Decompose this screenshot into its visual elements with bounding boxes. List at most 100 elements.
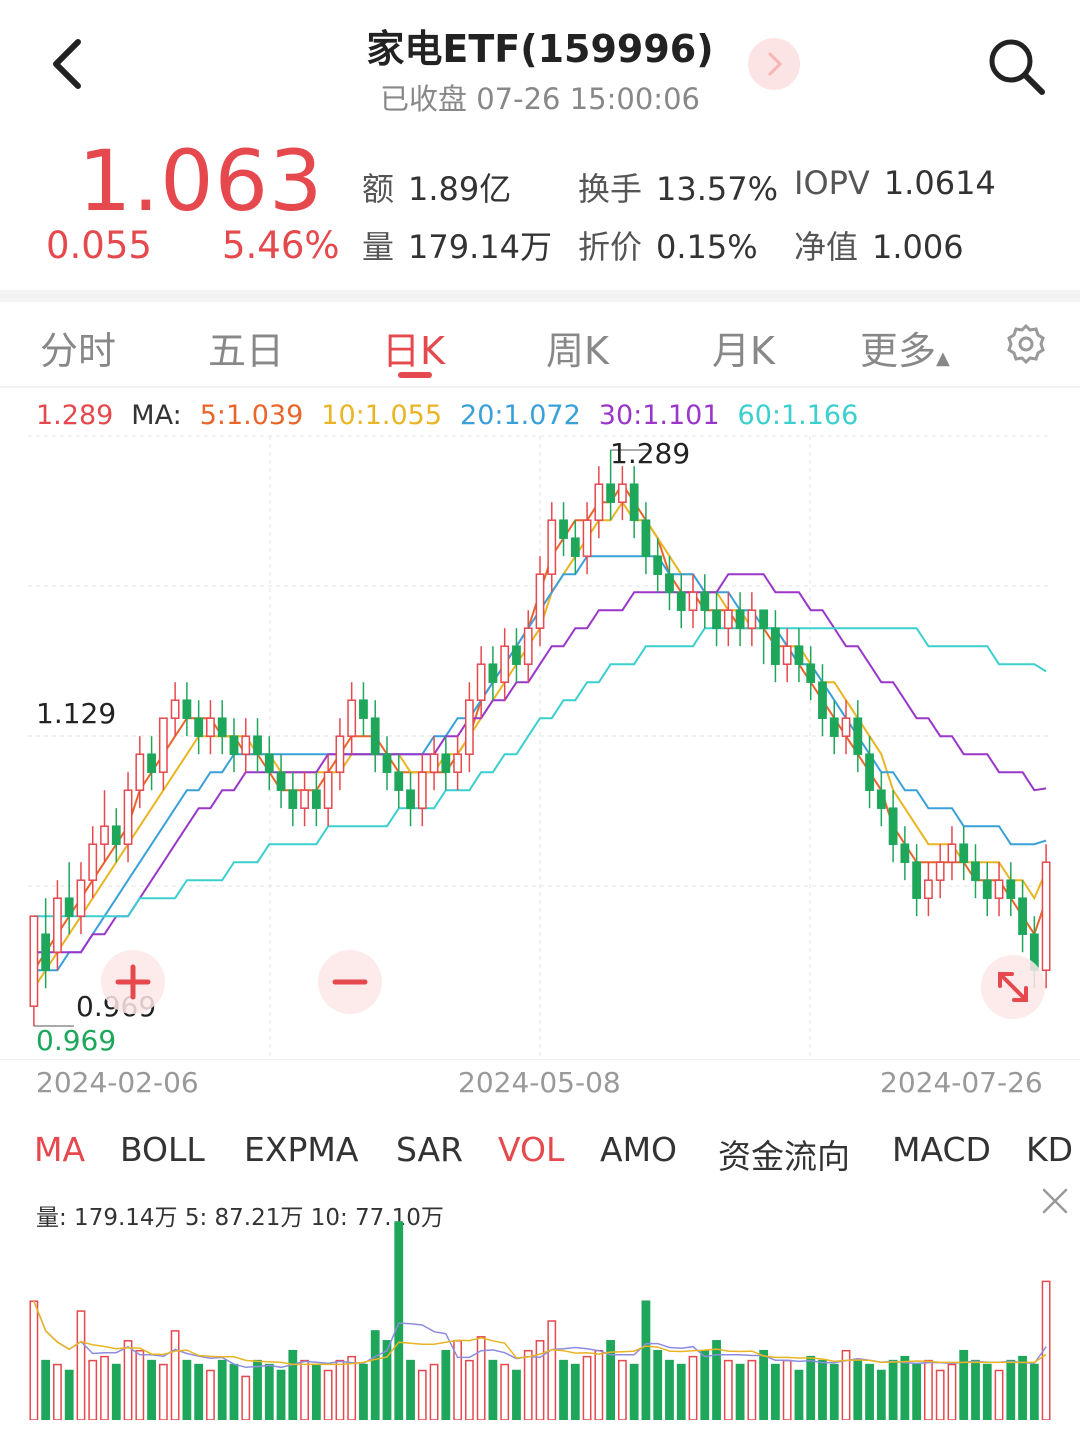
volume-bar: [123, 1340, 133, 1420]
candle: [570, 520, 580, 575]
settings-button[interactable]: [1004, 322, 1048, 366]
candle-body: [476, 663, 486, 701]
candle-body: [665, 573, 674, 593]
candle-body: [311, 789, 321, 809]
candle-body: [441, 753, 451, 773]
candle: [700, 574, 710, 629]
close-icon: [1042, 1188, 1068, 1214]
tab-more[interactable]: 更多▲: [860, 329, 950, 373]
candle: [194, 700, 204, 755]
volume-bar: [771, 1363, 780, 1420]
candle: [441, 736, 451, 791]
candle: [876, 772, 886, 827]
candle: [359, 682, 368, 737]
candle: [617, 466, 627, 521]
candle-body: [570, 537, 580, 557]
indicator-expma[interactable]: EXPMA: [244, 1130, 359, 1169]
volume-bar: [323, 1369, 333, 1420]
candle-body: [829, 717, 839, 737]
candle: [641, 502, 651, 575]
candle: [535, 556, 545, 647]
zoom-in-button[interactable]: [101, 950, 165, 1014]
candle: [476, 646, 486, 719]
indicator-ma[interactable]: MA: [34, 1130, 86, 1169]
volume-bar: [829, 1363, 839, 1420]
volume-ma-line: [33, 1300, 1047, 1366]
candle-body: [735, 609, 745, 629]
volume-bar: [147, 1359, 156, 1420]
tab-weekly-k[interactable]: 周K: [546, 329, 609, 373]
volume-bar: [1006, 1359, 1016, 1420]
candle: [771, 610, 780, 683]
candle: [723, 592, 733, 647]
candle: [429, 736, 439, 791]
back-button[interactable]: [40, 34, 100, 94]
candle: [41, 898, 51, 989]
candle: [971, 844, 980, 899]
stat-amount: 额 1.89亿: [362, 170, 512, 208]
close-button[interactable]: [1040, 1186, 1070, 1216]
legend-ma5: 5:1.039: [199, 400, 304, 431]
high-label: 1.289: [610, 437, 690, 470]
volume-bar: [111, 1363, 121, 1420]
volume-bar: [688, 1355, 698, 1420]
volume-bar: [288, 1349, 298, 1420]
candle: [170, 682, 180, 737]
candle: [500, 628, 510, 701]
volume-bar: [417, 1369, 427, 1420]
search-button[interactable]: [984, 34, 1048, 98]
legend-ma10: 10:1.055: [321, 400, 443, 431]
candle-body: [653, 555, 663, 575]
candle-body: [959, 843, 969, 863]
candle-body: [394, 771, 404, 791]
candle-body: [206, 717, 215, 737]
candle: [606, 450, 616, 521]
candle: [1041, 844, 1051, 989]
candle-body: [794, 645, 804, 665]
candle-body: [676, 591, 686, 611]
candle: [547, 502, 557, 593]
candle-body: [947, 843, 957, 863]
volume-bar: [582, 1355, 592, 1420]
tab-intraday[interactable]: 分时: [40, 329, 117, 373]
candle-body: [370, 717, 380, 755]
current-price: 1.063: [78, 132, 324, 230]
indicator-boll[interactable]: BOLL: [120, 1130, 205, 1169]
candle: [759, 609, 769, 665]
zoom-out-button[interactable]: [318, 950, 382, 1014]
kline-chart[interactable]: 1.289 1.129 0.969 0.969: [0, 430, 1080, 1060]
candle-body: [806, 663, 816, 683]
volume-bar: [476, 1336, 486, 1420]
volume-bar: [735, 1363, 745, 1420]
tab-monthly-k[interactable]: 月K: [712, 329, 775, 373]
chevron-right-icon: [768, 52, 783, 76]
volume-bar: [347, 1355, 357, 1420]
candle-body: [229, 735, 239, 755]
indicator-macd[interactable]: MACD: [892, 1130, 991, 1169]
tab-five-day[interactable]: 五日: [208, 329, 285, 373]
candle-body: [841, 717, 851, 737]
candle: [276, 754, 286, 809]
indicator-kd[interactable]: KD: [1026, 1130, 1074, 1169]
candle: [747, 592, 757, 647]
volume-bar: [76, 1310, 86, 1420]
candle-body: [41, 933, 51, 971]
volume-bar: [865, 1363, 874, 1420]
next-button[interactable]: [748, 38, 800, 90]
candle-body: [1018, 897, 1027, 935]
fullscreen-button[interactable]: [981, 955, 1045, 1019]
volume-bar: [653, 1349, 663, 1420]
indicator-fund-flow[interactable]: 资金流向: [718, 1137, 850, 1176]
mid-price-label: 1.129: [36, 697, 116, 730]
candle-body: [912, 861, 922, 899]
indicator-amo[interactable]: AMO: [600, 1130, 678, 1169]
stat-discount: 折价 0.15%: [578, 228, 758, 266]
candle-body: [417, 771, 427, 809]
tab-daily-k[interactable]: 日K: [382, 329, 445, 373]
divider: [0, 290, 1080, 302]
candle: [241, 718, 251, 773]
indicator-sar[interactable]: SAR: [396, 1130, 464, 1169]
candle: [29, 915, 39, 1026]
indicator-vol[interactable]: VOL: [498, 1130, 565, 1169]
candle-body: [347, 699, 357, 737]
